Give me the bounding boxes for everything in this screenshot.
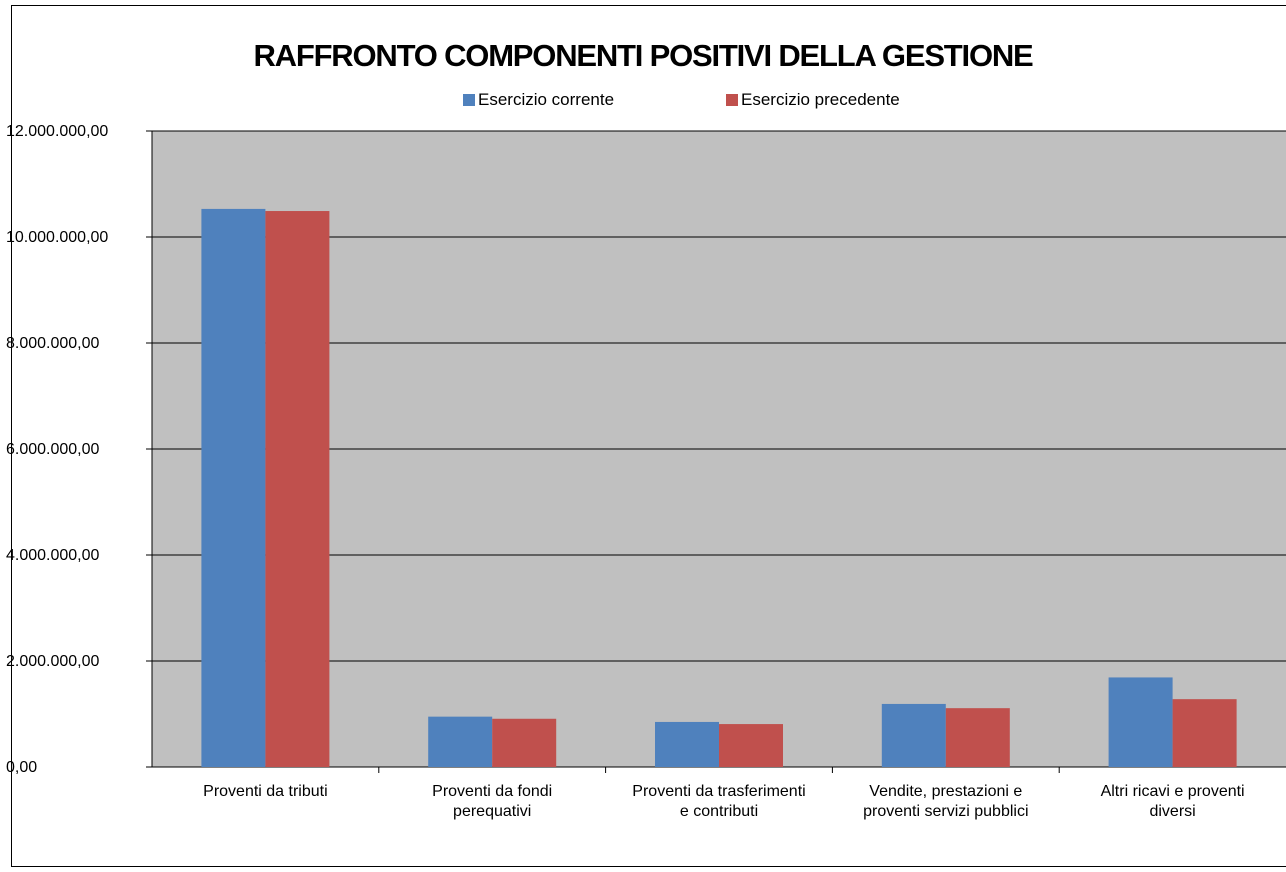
bar-corrente [201, 208, 266, 767]
legend: Esercizio corrente Esercizio precedente [0, 90, 1286, 114]
bar-corrente [881, 703, 946, 767]
y-tick-label: 12.000.000,00 [6, 123, 108, 140]
y-tick-label: 4.000.000,00 [6, 547, 100, 564]
y-tick-label: 8.000.000,00 [6, 335, 100, 352]
bar-corrente [1108, 677, 1173, 767]
bar-precedente [945, 708, 1010, 767]
x-category-label: Proventi da fondi [432, 783, 552, 800]
x-category-label: perequativi [453, 803, 531, 820]
legend-swatch-series-1 [463, 94, 475, 106]
legend-label-series-2: Esercizio precedente [741, 90, 900, 109]
y-tick-label: 6.000.000,00 [6, 441, 100, 458]
y-tick-label: 0,00 [6, 759, 37, 776]
bar-corrente [428, 716, 493, 767]
x-category-label: diversi [1149, 803, 1195, 820]
bar-corrente [655, 721, 719, 767]
bar-precedente [1172, 699, 1237, 767]
x-category-label: Proventi da trasferimenti [632, 783, 805, 800]
legend-item-series-2: Esercizio precedente [726, 90, 900, 110]
x-category-label: Proventi da tributi [203, 783, 328, 800]
legend-swatch-series-2 [726, 94, 738, 106]
y-tick-label: 10.000.000,00 [6, 229, 108, 246]
bar-precedente [492, 718, 557, 767]
bar-precedente [265, 211, 330, 767]
x-category-label: proventi servizi pubblici [863, 803, 1028, 820]
chart-title: RAFFRONTO COMPONENTI POSITIVI DELLA GEST… [253, 38, 1033, 73]
legend-item-series-1: Esercizio corrente [463, 90, 614, 110]
x-category-label: Vendite, prestazioni e [869, 783, 1022, 800]
x-category-label: Altri ricavi e proventi [1101, 783, 1245, 800]
x-category-label: e contributi [680, 803, 758, 820]
legend-label-series-1: Esercizio corrente [478, 90, 615, 109]
bar-precedente [719, 724, 783, 767]
y-tick-label: 2.000.000,00 [6, 653, 100, 670]
